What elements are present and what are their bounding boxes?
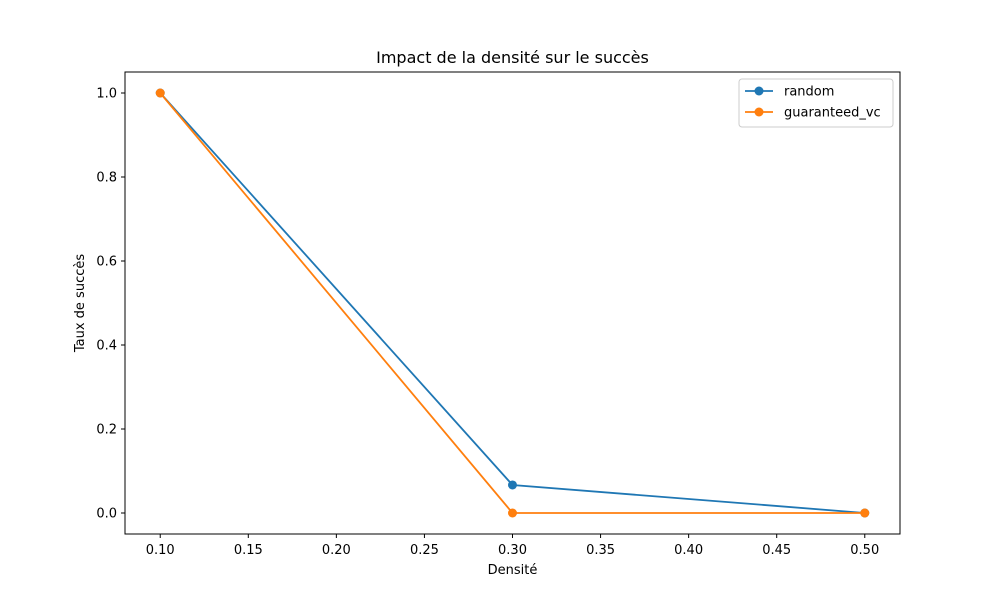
legend: random guaranteed_vc — [738, 78, 894, 128]
x-tick-label: 0.10 — [146, 543, 175, 558]
legend-marker — [754, 86, 764, 96]
x-tick-label: 0.30 — [498, 543, 527, 558]
x-tick-label: 0.40 — [674, 543, 703, 558]
plot-area — [124, 71, 901, 535]
y-tick-label: 0.8 — [96, 171, 117, 186]
x-tick-label: 0.20 — [322, 543, 351, 558]
y-tick-label: 1.0 — [96, 87, 117, 102]
legend-box — [738, 78, 894, 128]
x-tick-label: 0.25 — [410, 543, 439, 558]
data-point — [508, 508, 517, 518]
series-layer — [155, 88, 870, 518]
legend-label: random — [784, 85, 834, 100]
y-tick-label: 0.2 — [96, 423, 117, 438]
data-point — [860, 508, 870, 518]
x-tick-label: 0.50 — [850, 543, 879, 558]
data-point — [508, 480, 517, 490]
y-tick-label: 0.0 — [96, 507, 117, 522]
chart-title: Impact de la densité sur le succès — [376, 48, 649, 67]
x-axis-ticks: 0.10 0.15 0.20 0.25 0.30 0.35 0.40 0.45 0.50 — [146, 534, 879, 558]
legend-marker — [754, 107, 764, 117]
x-tick-label: 0.15 — [234, 543, 263, 558]
x-axis-label: Densité — [488, 563, 538, 578]
legend-item-random: random — [745, 85, 834, 100]
data-point — [155, 88, 165, 98]
x-tick-label: 0.45 — [762, 543, 791, 558]
series-guaranteed_vc — [155, 88, 870, 518]
x-tick-label: 0.35 — [586, 543, 615, 558]
legend-item-guaranteed_vc: guaranteed_vc — [745, 106, 881, 121]
y-tick-label: 0.4 — [96, 339, 117, 354]
y-axis-label: Taux de succès — [73, 254, 88, 354]
legend-label: guaranteed_vc — [784, 106, 881, 121]
y-axis-ticks: 0.0 0.2 0.4 0.6 0.8 1.0 — [96, 87, 125, 522]
y-tick-label: 0.6 — [96, 255, 117, 270]
